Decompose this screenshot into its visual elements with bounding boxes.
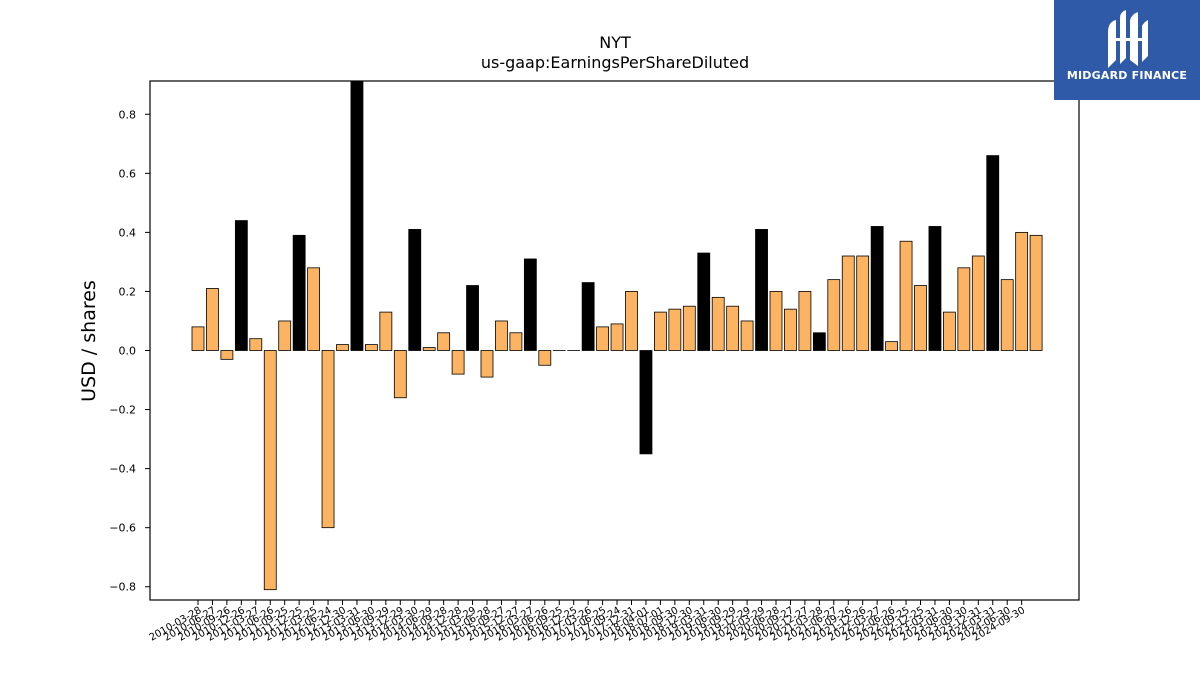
- bar: [769, 291, 783, 351]
- bar: [336, 344, 349, 351]
- brand-name: MIDGARD FINANCE: [1066, 69, 1188, 82]
- y-tick-label: −0.6: [109, 522, 136, 535]
- y-tick-label: −0.2: [109, 404, 136, 417]
- bar: [422, 347, 436, 351]
- bar: [249, 338, 263, 351]
- bar: [812, 332, 826, 351]
- bar: [206, 288, 219, 351]
- bar: [1015, 231, 1029, 351]
- y-ticks-group: −0.8 −0.6 −0.4 −0.2 0.0 0.2 0.4 0.6 0.8: [109, 108, 150, 594]
- bar: [639, 350, 653, 455]
- bar: [697, 252, 711, 351]
- y-tick-label: 0.8: [119, 108, 137, 121]
- chart-subtitle: us-gaap:EarningsPerShareDiluted: [481, 53, 749, 72]
- bar: [870, 226, 884, 351]
- bar: [379, 311, 393, 351]
- bar: [263, 350, 277, 591]
- bar: [408, 229, 422, 351]
- bar: [292, 234, 306, 351]
- bar: [957, 267, 971, 351]
- bar: [437, 332, 451, 351]
- y-axis-label: USD / shares: [78, 280, 100, 402]
- bar: [1000, 279, 1014, 351]
- y-tick-label: −0.8: [109, 581, 136, 594]
- bar: [581, 282, 595, 351]
- bar: [480, 350, 494, 378]
- bar: [914, 285, 927, 351]
- y-tick-label: 0.4: [119, 226, 137, 239]
- bar: [364, 344, 378, 351]
- bar: [321, 350, 335, 529]
- x-ticks-group: 2010-03-282010-06-272010-09-262010-12-26…: [148, 600, 1027, 644]
- bar: [307, 267, 321, 351]
- bar: [350, 81, 364, 351]
- bars-group: [191, 81, 1043, 591]
- plot-frame: [149, 80, 1080, 601]
- bar: [885, 341, 898, 351]
- bar: [610, 323, 624, 351]
- bar: [856, 255, 870, 351]
- bar: [711, 296, 725, 351]
- y-tick-label: 0.6: [119, 167, 137, 180]
- bar: [278, 320, 292, 351]
- bar: [495, 320, 508, 351]
- bar: [451, 350, 465, 375]
- bar: [726, 305, 740, 351]
- bar: [220, 350, 234, 360]
- bar: [682, 305, 696, 351]
- bar: [740, 320, 754, 351]
- bar: [928, 226, 942, 351]
- y-tick-label: 0.0: [119, 345, 137, 358]
- bar: [899, 240, 913, 351]
- bar: [654, 311, 667, 351]
- bar: [943, 311, 956, 351]
- bar: [971, 255, 985, 351]
- bar: [755, 229, 768, 351]
- y-tick-label: 0.2: [119, 285, 137, 298]
- bar: [466, 285, 479, 351]
- bar: [668, 308, 682, 351]
- bar: [625, 291, 638, 351]
- bar: [1029, 234, 1043, 351]
- bar: [393, 350, 407, 399]
- bar: [986, 155, 1000, 351]
- bar: [523, 258, 537, 351]
- bar: [509, 332, 523, 351]
- bar: [596, 326, 609, 351]
- bar: [191, 326, 205, 351]
- brand-logo: MIDGARD FINANCE: [1054, 0, 1200, 100]
- midgard-logo-icon: [1108, 10, 1148, 68]
- bar: [234, 220, 248, 351]
- bar: [538, 350, 552, 366]
- y-tick-label: −0.4: [109, 463, 136, 476]
- bar: [827, 279, 841, 351]
- chart-title: NYT: [599, 33, 631, 52]
- bar: [798, 291, 812, 351]
- bar: [784, 308, 797, 351]
- bar: [841, 255, 855, 351]
